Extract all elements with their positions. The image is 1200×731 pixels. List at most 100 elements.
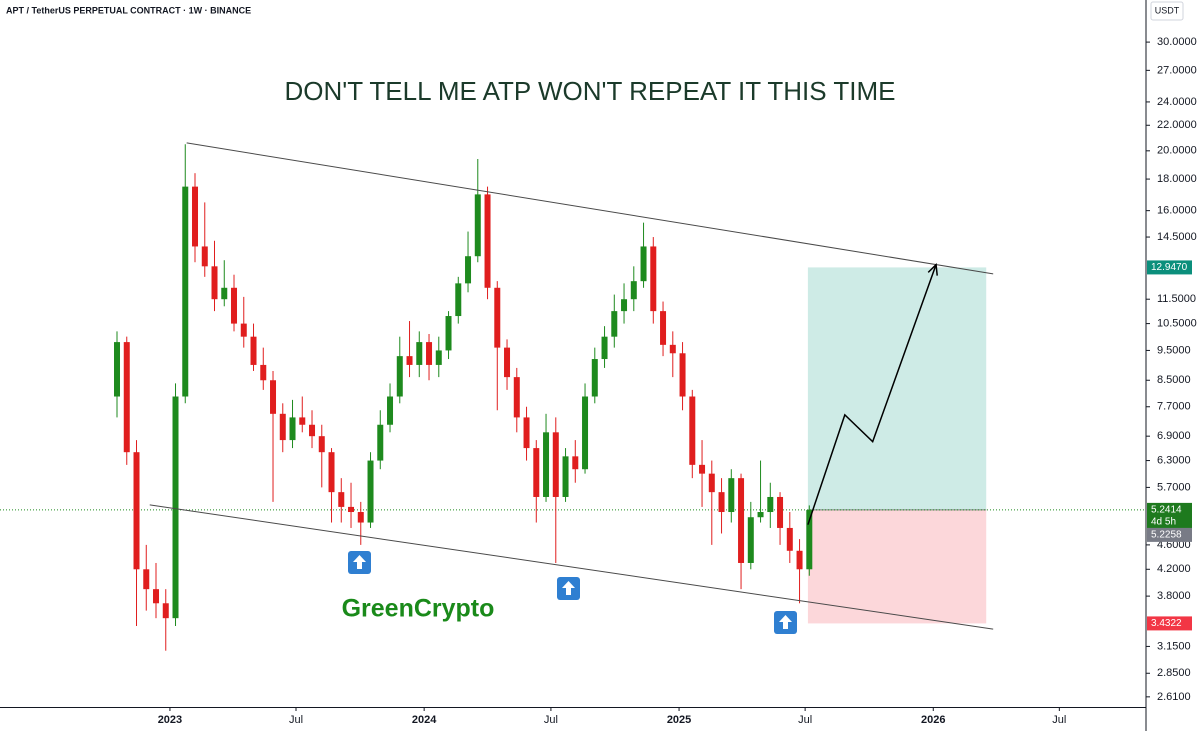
projection-arrowhead <box>927 263 938 276</box>
candle-body <box>396 356 403 397</box>
candle-body <box>338 492 345 507</box>
candle-body <box>689 396 696 465</box>
y-tick-label: 2.8500 <box>1157 667 1191 679</box>
channel-line <box>186 142 994 275</box>
candle-body <box>182 186 189 397</box>
y-tick-label: 4.2000 <box>1157 563 1191 575</box>
candle-body <box>133 452 140 570</box>
candle-body <box>162 603 169 619</box>
candle-body <box>309 424 316 437</box>
mark-price-label-box <box>1147 527 1192 542</box>
y-tick-label: 7.7000 <box>1157 401 1191 413</box>
candle-body <box>718 492 725 513</box>
candle-body <box>591 359 598 397</box>
candle-body <box>611 311 618 337</box>
candle-body <box>201 246 208 267</box>
candle-body <box>289 417 296 441</box>
candle-body <box>328 452 335 493</box>
target-price-label: 12.9470 <box>1151 262 1188 273</box>
x-tick-label: Jul <box>1052 714 1066 726</box>
y-tick-label: 6.3000 <box>1157 454 1191 466</box>
candle-body <box>153 589 160 604</box>
x-tick-label: 2023 <box>158 714 182 726</box>
candle-body <box>747 517 754 563</box>
signal-icon <box>348 551 371 574</box>
mark-price-label: 5.2258 <box>1151 530 1182 541</box>
y-tick-label: 3.8000 <box>1157 590 1191 602</box>
stop-zone <box>807 509 987 624</box>
candle-body <box>348 506 355 513</box>
symbol-header: APT / TetherUS PERPETUAL CONTRACT · 1W ·… <box>6 5 251 15</box>
y-tick-label: 5.7000 <box>1157 481 1191 493</box>
candle-body <box>708 473 715 493</box>
candle-body <box>504 347 511 378</box>
candle-body <box>513 377 520 418</box>
x-tick-label: Jul <box>798 714 812 726</box>
candle-body <box>123 342 130 453</box>
candle-body <box>465 256 472 284</box>
x-tick-label: 2025 <box>667 714 691 726</box>
target-price-label-box <box>1147 260 1192 275</box>
candle-body <box>474 194 481 257</box>
candle-body <box>806 509 813 570</box>
y-tick-label: 2.6100 <box>1157 691 1191 703</box>
channel-line <box>149 504 994 630</box>
last-price-label-countdown: 4d 5h <box>1151 517 1176 528</box>
y-tick-label: 6.9000 <box>1157 430 1191 442</box>
watermark: GreenCrypto <box>342 595 495 623</box>
candle-body <box>270 380 277 414</box>
candle-body <box>416 342 423 365</box>
target-zone <box>807 267 987 510</box>
x-tick-label: Jul <box>289 714 303 726</box>
price-axis-panel <box>1146 0 1200 731</box>
candle-body <box>621 299 628 312</box>
y-tick-label: 14.5000 <box>1157 231 1197 243</box>
y-tick-label: 11.5000 <box>1157 293 1196 305</box>
currency-label: USDT <box>1155 5 1180 15</box>
candle-body <box>114 342 121 397</box>
x-tick-label: 2024 <box>412 714 437 726</box>
candle-body <box>231 287 238 324</box>
candle-body <box>387 396 394 425</box>
candle-body <box>143 569 150 590</box>
y-tick-label: 30.0000 <box>1157 36 1197 48</box>
candle-body <box>796 550 803 570</box>
y-tick-label: 10.5000 <box>1157 317 1197 329</box>
candle-body <box>572 456 579 470</box>
candle-body <box>543 432 550 497</box>
candle-body <box>260 364 267 381</box>
plot-area <box>0 142 1145 651</box>
candle-body <box>240 323 247 337</box>
y-tick-label: 24.0000 <box>1157 96 1197 108</box>
candle-body <box>484 194 491 288</box>
candle-body <box>435 350 442 365</box>
y-tick-label: 16.0000 <box>1157 205 1197 217</box>
x-tick-label: Jul <box>544 714 558 726</box>
candle-body <box>640 246 647 282</box>
y-tick-label: 8.5000 <box>1157 374 1191 386</box>
candle-body <box>786 527 793 551</box>
candle-body <box>533 448 540 497</box>
candle-body <box>601 336 608 360</box>
candle-body <box>367 460 374 523</box>
x-tick-label: 2026 <box>921 714 945 726</box>
candle-body <box>299 417 306 425</box>
candle-body <box>279 413 286 441</box>
y-tick-label: 18.0000 <box>1157 173 1197 185</box>
candle-body <box>445 316 452 351</box>
stop-price-label: 3.4322 <box>1151 618 1182 629</box>
last-price-label: 5.2414 <box>1151 505 1182 516</box>
candle-body <box>250 336 257 365</box>
candle-body <box>582 396 589 470</box>
candle-body <box>357 512 364 523</box>
candle-body <box>728 478 735 513</box>
candle-body <box>757 512 764 518</box>
candle-body <box>211 266 218 300</box>
y-tick-label: 20.0000 <box>1157 145 1197 157</box>
candle-body <box>562 456 569 497</box>
candle-body <box>630 281 637 300</box>
